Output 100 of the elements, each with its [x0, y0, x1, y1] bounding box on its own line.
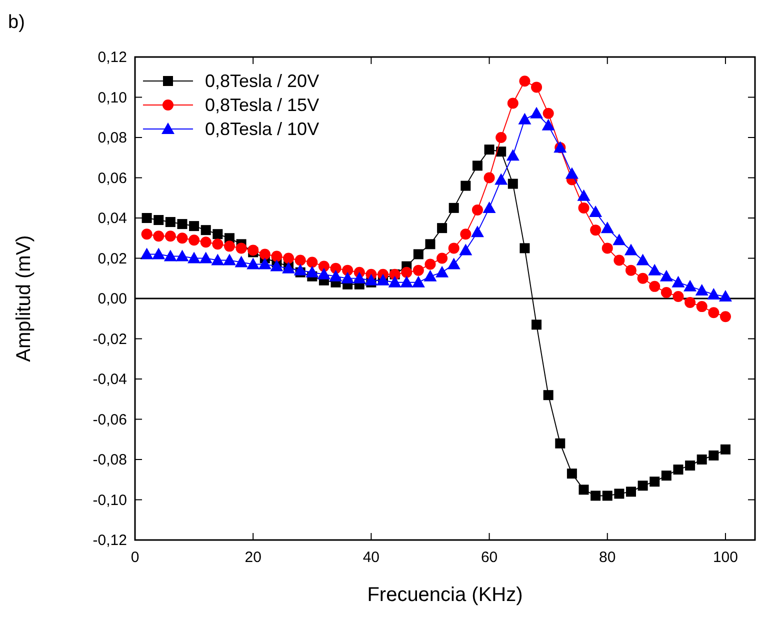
point	[543, 390, 554, 400]
point	[484, 144, 494, 155]
x-tick-label: 80	[599, 549, 616, 566]
x-tick-label: 0	[130, 549, 140, 566]
point	[212, 238, 224, 250]
point	[341, 272, 354, 284]
legend-label: 0,8Tesla / 10V	[205, 119, 320, 139]
point	[318, 260, 330, 272]
point	[602, 490, 612, 501]
y-tick-label: -0,02	[92, 330, 127, 348]
y-tick-label: 0,08	[98, 130, 127, 146]
point	[200, 225, 211, 236]
point	[222, 254, 236, 266]
point	[283, 252, 294, 264]
point	[708, 450, 719, 460]
x-tick-label: 60	[480, 549, 498, 566]
point	[532, 320, 542, 330]
x-tick-label: 100	[712, 549, 738, 566]
point	[388, 276, 402, 288]
point	[684, 280, 697, 292]
point	[189, 221, 200, 232]
point	[638, 480, 648, 491]
x-tick-label: 40	[362, 549, 380, 566]
point	[520, 243, 530, 254]
point	[401, 266, 412, 278]
point	[142, 213, 152, 223]
point	[177, 219, 188, 230]
point	[165, 217, 176, 228]
point	[271, 250, 282, 262]
y-tick-label: 0,06	[98, 170, 127, 187]
point	[720, 444, 730, 454]
point	[589, 205, 602, 217]
point	[696, 301, 708, 312]
point	[460, 180, 471, 191]
point	[542, 118, 555, 130]
y-tick-label: -0,10	[92, 492, 127, 509]
point	[329, 270, 342, 282]
x-axis-title: Frecuencia (KHz)	[367, 584, 523, 606]
point	[506, 149, 520, 161]
point	[306, 256, 318, 268]
point	[437, 223, 448, 234]
point	[224, 240, 235, 252]
point	[140, 248, 154, 260]
point	[412, 276, 425, 288]
point	[448, 202, 459, 213]
point	[696, 454, 707, 464]
point	[460, 228, 472, 240]
y-tick-label: 0,10	[98, 89, 127, 106]
point	[660, 286, 672, 298]
point	[590, 224, 602, 236]
y-tick-label: 0,04	[98, 210, 127, 227]
point	[482, 201, 496, 213]
point	[436, 252, 448, 264]
point	[602, 242, 613, 254]
point	[577, 189, 590, 201]
y-tick-label: 0,12	[98, 49, 127, 66]
point	[176, 250, 189, 262]
point	[424, 258, 436, 270]
point	[672, 276, 685, 288]
point	[555, 438, 566, 448]
point	[624, 244, 638, 256]
point	[507, 98, 518, 109]
point	[294, 264, 307, 276]
point	[531, 82, 542, 93]
point	[685, 460, 696, 471]
point	[518, 112, 532, 124]
point	[306, 266, 319, 278]
point	[718, 290, 732, 302]
point	[258, 258, 272, 270]
point	[447, 258, 460, 270]
point	[542, 108, 554, 119]
point	[154, 215, 164, 226]
point	[459, 244, 472, 256]
legend-label: 0,8Tesla / 15V	[205, 95, 320, 115]
point	[626, 486, 636, 497]
point	[648, 264, 662, 276]
point	[496, 146, 506, 157]
y-tick-label: 0,02	[98, 250, 127, 268]
point	[352, 272, 366, 284]
point	[472, 160, 482, 171]
point	[578, 202, 590, 214]
point	[413, 249, 424, 260]
point	[234, 256, 248, 268]
point	[212, 229, 223, 240]
point	[508, 178, 518, 189]
point	[317, 268, 330, 280]
point	[566, 468, 577, 479]
point	[614, 488, 624, 499]
point	[684, 297, 696, 308]
point	[673, 464, 684, 475]
point	[695, 284, 708, 296]
point	[472, 204, 483, 216]
y-axis-title: Amplitud (mV)	[13, 235, 35, 362]
point	[436, 266, 449, 278]
point	[578, 484, 589, 495]
point	[246, 258, 260, 270]
point	[612, 234, 626, 246]
point	[200, 236, 212, 248]
point	[626, 264, 636, 276]
point	[176, 232, 188, 244]
